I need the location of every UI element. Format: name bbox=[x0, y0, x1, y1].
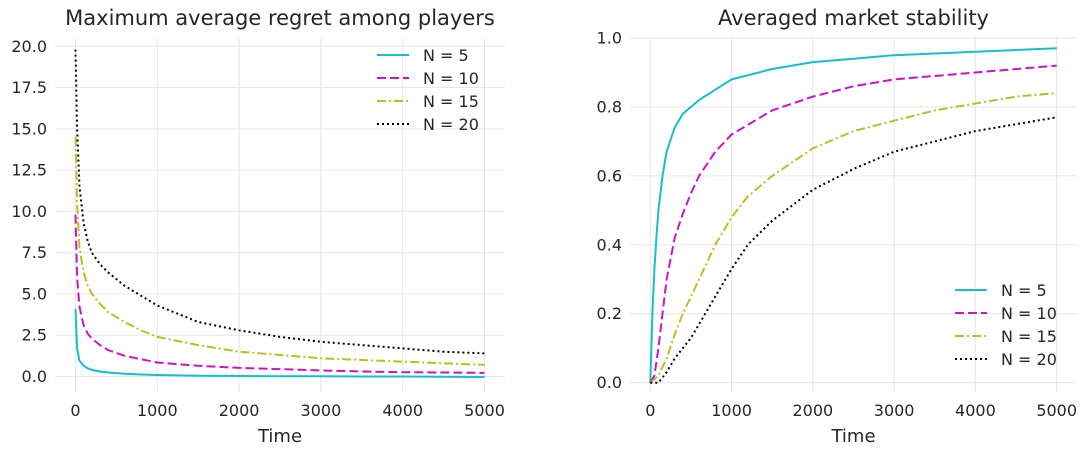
stability-x-tick-label: 1000 bbox=[711, 401, 752, 420]
regret-series-line-3 bbox=[74, 137, 485, 366]
regret-y-tick-label: 15.0 bbox=[11, 119, 47, 138]
regret-x-tick-label: 4000 bbox=[382, 401, 423, 420]
stability-series-line-3 bbox=[649, 92, 1057, 384]
stability-x-tick-label: 2000 bbox=[793, 401, 834, 420]
regret-legend-label: N = 10 bbox=[423, 69, 479, 88]
regret-x-tick-label: 1000 bbox=[137, 401, 178, 420]
stability-legend: N = 5 N = 10 N = 15 N = 20 bbox=[955, 281, 1057, 369]
stability-legend-label: N = 20 bbox=[1001, 350, 1057, 369]
stability-y-tick-label: 0.2 bbox=[597, 304, 622, 323]
stability-y-tick-label: 0.8 bbox=[597, 97, 622, 116]
stability-series-line-1 bbox=[649, 47, 1057, 383]
stability-legend-label: N = 5 bbox=[1001, 281, 1047, 300]
regret-y-tick-label: 2.5 bbox=[22, 326, 47, 345]
regret-y-tick-label: 17.5 bbox=[11, 78, 47, 97]
stability-x-tick-label: 3000 bbox=[874, 401, 915, 420]
regret-chart-title: Maximum average regret among players bbox=[65, 6, 495, 30]
regret-y-tick-label: 10.0 bbox=[11, 202, 47, 221]
regret-y-tick-label: 7.5 bbox=[22, 243, 47, 262]
regret-y-tick-label: 20.0 bbox=[11, 37, 47, 56]
stability-series-line-2 bbox=[649, 64, 1057, 384]
stability-legend-label: N = 15 bbox=[1001, 327, 1057, 346]
stability-y-tick-label: 0.4 bbox=[597, 235, 622, 254]
regret-x-tick-label: 3000 bbox=[301, 401, 342, 420]
regret-y-tick-label: 5.0 bbox=[22, 284, 47, 303]
regret-chart-x-axis-label: Time bbox=[257, 426, 302, 447]
regret-legend-label: N = 15 bbox=[423, 92, 479, 111]
stability-y-tick-label: 0.6 bbox=[597, 166, 622, 185]
regret-y-tick-label: 0.0 bbox=[22, 367, 47, 386]
stability-series-line-4 bbox=[650, 116, 1057, 384]
stability-y-tick-label: 1.0 bbox=[597, 29, 622, 48]
stability-legend-label: N = 10 bbox=[1001, 304, 1057, 323]
stability-x-tick-label: 0 bbox=[645, 401, 655, 420]
regret-gridlines bbox=[55, 38, 505, 393]
regret-x-tick-label: 2000 bbox=[219, 401, 260, 420]
regret-chart: Maximum average regret among players Tim… bbox=[11, 6, 505, 447]
regret-legend-label: N = 5 bbox=[423, 46, 469, 65]
stability-x-tick-label: 5000 bbox=[1036, 401, 1077, 420]
regret-legend-label: N = 20 bbox=[423, 115, 479, 134]
regret-y-tick-label: 12.5 bbox=[11, 161, 47, 180]
stability-x-tick-label: 4000 bbox=[955, 401, 996, 420]
regret-series-line-2 bbox=[74, 214, 485, 374]
stability-chart-title: Averaged market stability bbox=[718, 6, 989, 30]
stability-chart-x-axis-label: Time bbox=[830, 426, 875, 447]
regret-x-tick-label: 0 bbox=[70, 401, 80, 420]
regret-series-line-4 bbox=[74, 49, 485, 355]
stability-chart: Averaged market stability Time 0 1000 2000… bbox=[597, 6, 1077, 447]
stability-y-tick-label: 0.0 bbox=[597, 373, 622, 392]
regret-x-tick-label: 5000 bbox=[464, 401, 505, 420]
regret-series-line-1 bbox=[74, 308, 485, 378]
regret-legend: N = 5 N = 10 N = 15 N = 20 bbox=[377, 46, 479, 134]
